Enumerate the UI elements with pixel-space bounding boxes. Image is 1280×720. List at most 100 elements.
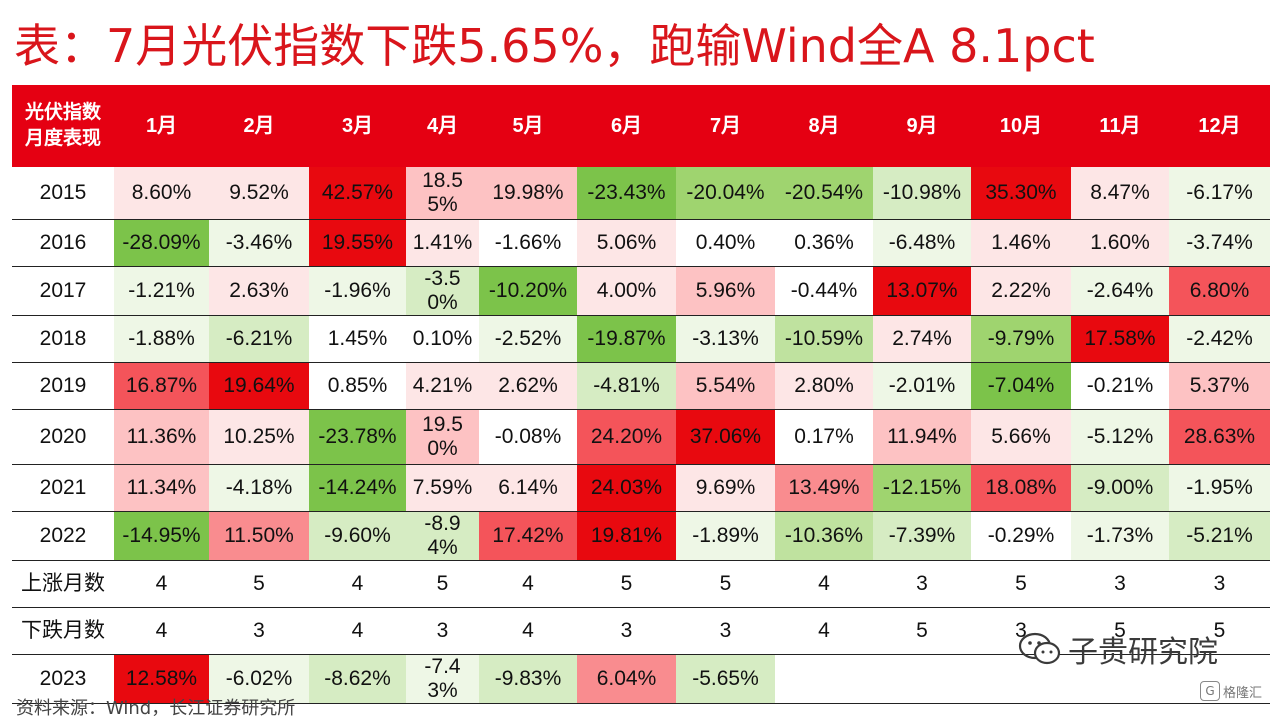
watermark: 子贵研究院 — [1018, 628, 1218, 670]
table-row: 2022 -14.95% 11.50% -9.60% -8.94% 17.42% 19.81… — [12, 511, 1270, 561]
table-cell: -1.66% — [479, 219, 577, 267]
table-cell: 4 — [479, 560, 577, 608]
corner-watermark: G 格隆汇 — [1200, 680, 1262, 702]
table-cell: 5.54% — [676, 362, 775, 410]
table-cell: 0.36% — [775, 219, 873, 267]
table-cell: -10.59% — [775, 315, 873, 363]
table-cell: -9.83% — [479, 654, 577, 704]
table-cell: -23.78% — [309, 409, 406, 465]
table-cell: 10.25% — [209, 409, 309, 465]
table-cell: -9.00% — [1071, 464, 1169, 512]
table-cell: -23.43% — [577, 167, 676, 220]
table-cell: -10.98% — [873, 167, 971, 220]
row-label: 2021 — [12, 464, 114, 512]
table-cell — [775, 654, 873, 704]
table-cell: -0.44% — [775, 266, 873, 316]
table-cell: 6.14% — [479, 464, 577, 512]
table-row: 2019 16.87% 19.64% 0.85% 4.21% 2.62% -4.81% 5.5… — [12, 362, 1270, 410]
table-cell: -0.21% — [1071, 362, 1169, 410]
table-cell: 9.52% — [209, 167, 309, 220]
table-cell: 5.06% — [577, 219, 676, 267]
table-row: 2021 11.34% -4.18% -14.24% 7.59% 6.14% 24.03% 9… — [12, 464, 1270, 512]
table-cell: 19.64% — [209, 362, 309, 410]
row-label: 2016 — [12, 219, 114, 267]
month-header: 4月 — [406, 85, 479, 167]
header-row: 光伏指数月度表现 1月 2月 3月 4月 5月 6月 7月 8月 9月 10月 … — [12, 85, 1270, 167]
month-header: 8月 — [775, 85, 873, 167]
table-cell: -28.09% — [114, 219, 209, 267]
gelonghui-logo: G — [1200, 681, 1220, 701]
table-cell: -5.12% — [1071, 409, 1169, 465]
table-cell: 4.00% — [577, 266, 676, 316]
table-cell: -9.60% — [309, 511, 406, 561]
table-cell: 4 — [309, 607, 406, 655]
table-cell: 4 — [114, 607, 209, 655]
table-cell: 4 — [309, 560, 406, 608]
month-header: 9月 — [873, 85, 971, 167]
table-cell: 13.07% — [873, 266, 971, 316]
month-header: 5月 — [479, 85, 577, 167]
table-cell: -19.87% — [577, 315, 676, 363]
table-cell: 12.58% — [114, 654, 209, 704]
table-cell: 2.22% — [971, 266, 1071, 316]
table-row: 2023 12.58% -6.02% -8.62% -7.43% -9.83% 6.04% -… — [12, 654, 1270, 704]
table-row: 下跌月数 4 3 4 3 4 3 3 4 5 3 5 5 — [12, 607, 1270, 655]
row-label: 下跌月数 — [12, 607, 114, 655]
table-cell: -8.62% — [309, 654, 406, 704]
table-cell: -14.95% — [114, 511, 209, 561]
page-title: 表：7月光伏指数下跌5.65%，跑输Wind全A 8.1pct — [14, 19, 1095, 73]
table-cell: -5.65% — [676, 654, 775, 704]
table-cell: 3 — [406, 607, 479, 655]
table-cell: -12.15% — [873, 464, 971, 512]
table-cell: -1.95% — [1169, 464, 1270, 512]
table-cell: -7.43% — [406, 654, 479, 704]
table-cell: -5.21% — [1169, 511, 1270, 561]
table-cell: 2.80% — [775, 362, 873, 410]
table-cell: 4 — [479, 607, 577, 655]
table-cell: 5 — [209, 560, 309, 608]
table-cell: 4 — [775, 560, 873, 608]
row-label: 2018 — [12, 315, 114, 363]
table-cell: -6.48% — [873, 219, 971, 267]
table-cell: -1.89% — [676, 511, 775, 561]
table-cell: -4.18% — [209, 464, 309, 512]
table-cell: 1.41% — [406, 219, 479, 267]
table-cell: -8.94% — [406, 511, 479, 561]
table-cell: -20.54% — [775, 167, 873, 220]
table-cell: -7.39% — [873, 511, 971, 561]
month-header: 6月 — [577, 85, 676, 167]
table-cell: 19.98% — [479, 167, 577, 220]
table-cell: -1.21% — [114, 266, 209, 316]
table-cell: 24.03% — [577, 464, 676, 512]
table-cell: 24.20% — [577, 409, 676, 465]
table-cell: 8.60% — [114, 167, 209, 220]
table-row: 2016 -28.09% -3.46% 19.55% 1.41% -1.66% 5.06% 0… — [12, 219, 1270, 267]
table-row: 2020 11.36% 10.25% -23.78% 19.50% -0.08% 24.20… — [12, 409, 1270, 465]
row-label: 上涨月数 — [12, 560, 114, 608]
table-cell: 3 — [1169, 560, 1270, 608]
table-cell: 4 — [775, 607, 873, 655]
table-cell: -3.46% — [209, 219, 309, 267]
monthly-performance-table: 光伏指数月度表现 1月 2月 3月 4月 5月 6月 7月 8月 9月 10月 … — [12, 85, 1270, 704]
table-cell: 5 — [971, 560, 1071, 608]
table-cell: 17.58% — [1071, 315, 1169, 363]
table-cell: -3.13% — [676, 315, 775, 363]
table-row: 2017 -1.21% 2.63% -1.96% -3.50% -10.20% 4.00% 5… — [12, 266, 1270, 316]
table-cell: 6.04% — [577, 654, 676, 704]
table-cell: 1.60% — [1071, 219, 1169, 267]
table-row: 2018 -1.88% -6.21% 1.45% 0.10% -2.52% -19.87% -… — [12, 315, 1270, 363]
row-label: 2019 — [12, 362, 114, 410]
table-cell: -20.04% — [676, 167, 775, 220]
table-cell: 4.21% — [406, 362, 479, 410]
wechat-icon — [1018, 632, 1061, 665]
month-header: 2月 — [209, 85, 309, 167]
table-cell: -3.74% — [1169, 219, 1270, 267]
table-cell: -7.04% — [971, 362, 1071, 410]
table-cell: -14.24% — [309, 464, 406, 512]
table-cell: 28.63% — [1169, 409, 1270, 465]
table-cell: 35.30% — [971, 167, 1071, 220]
table-cell: -1.88% — [114, 315, 209, 363]
table-cell: 2.63% — [209, 266, 309, 316]
table-body: 2015 8.60% 9.52% 42.57% 18.55% 19.98% -23.43% -… — [12, 167, 1270, 704]
row-label: 2022 — [12, 511, 114, 561]
